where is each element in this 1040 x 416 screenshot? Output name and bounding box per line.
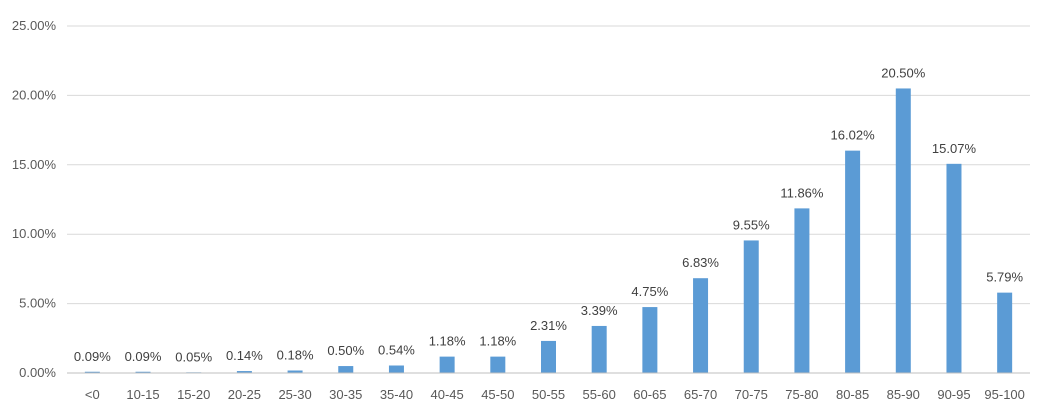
x-tick-label: 40-45 bbox=[431, 387, 464, 402]
bar bbox=[642, 307, 658, 373]
bar bbox=[84, 371, 100, 373]
x-tick-label: 35-40 bbox=[380, 387, 413, 402]
x-tick-label: 80-85 bbox=[836, 387, 869, 402]
bar bbox=[135, 371, 151, 373]
gridlines bbox=[67, 25, 1030, 305]
bar bbox=[338, 366, 354, 373]
y-tick-label: 0.00% bbox=[19, 365, 56, 380]
y-tick-label: 20.00% bbox=[12, 87, 57, 102]
y-tick-label: 15.00% bbox=[12, 157, 57, 172]
data-label: 0.09% bbox=[125, 349, 162, 364]
bar bbox=[591, 325, 607, 373]
data-labels: 0.09% 0.09% 0.05% 0.14% 0.18% 0.50% 0.54% 1.18%… bbox=[74, 65, 1024, 364]
y-tick-label: 25.00% bbox=[12, 18, 57, 33]
x-tick-label: <0 bbox=[85, 387, 100, 402]
x-tick-label: 70-75 bbox=[735, 387, 768, 402]
y-tick-label: 5.00% bbox=[19, 296, 56, 311]
x-tick-label: 10-15 bbox=[126, 387, 159, 402]
data-label: 20.50% bbox=[881, 65, 926, 80]
bar bbox=[541, 340, 556, 373]
x-tick-label: 55-60 bbox=[583, 387, 616, 402]
x-tick-label: 20-25 bbox=[228, 387, 261, 402]
data-label: 6.83% bbox=[682, 255, 719, 270]
bar bbox=[997, 292, 1013, 373]
x-tick-label: 25-30 bbox=[278, 387, 311, 402]
bar bbox=[388, 365, 404, 373]
x-tick-label: 65-70 bbox=[684, 387, 717, 402]
x-tick-label: 95-100 bbox=[984, 387, 1024, 402]
data-label: 11.86% bbox=[780, 185, 824, 200]
data-label: 15.07% bbox=[932, 141, 977, 156]
bar bbox=[743, 240, 759, 373]
x-tick-label: 60-65 bbox=[633, 387, 666, 402]
data-label: 0.50% bbox=[327, 343, 364, 358]
data-label: 0.18% bbox=[277, 348, 314, 363]
data-label: 1.18% bbox=[479, 334, 516, 349]
bar bbox=[439, 356, 455, 373]
y-axis-ticks: 0.00% 5.00% 10.00% 15.00% 20.00% 25.00% bbox=[12, 18, 57, 380]
data-label: 0.05% bbox=[175, 349, 212, 364]
data-label: 2.31% bbox=[530, 318, 567, 333]
data-label: 0.54% bbox=[378, 343, 415, 358]
x-tick-label: 90-95 bbox=[937, 387, 970, 402]
bar bbox=[693, 278, 709, 373]
data-label: 3.39% bbox=[581, 303, 618, 318]
x-tick-label: 85-90 bbox=[887, 387, 920, 402]
data-label: 4.75% bbox=[631, 284, 668, 299]
x-axis-ticks: <0 10-15 15-20 20-25 25-30 30-35 35-40 40-45 45-… bbox=[85, 387, 1025, 402]
bar bbox=[794, 208, 810, 373]
x-tick-label: 45-50 bbox=[481, 387, 514, 402]
bar bbox=[845, 150, 861, 373]
x-tick-label: 75-80 bbox=[785, 387, 818, 402]
x-tick-label: 30-35 bbox=[329, 387, 362, 402]
bars bbox=[84, 88, 1013, 374]
data-label: 0.14% bbox=[226, 348, 263, 363]
data-label: 1.18% bbox=[429, 334, 466, 349]
x-tick-label: 50-55 bbox=[532, 387, 565, 402]
x-tick-label: 15-20 bbox=[177, 387, 210, 402]
bar bbox=[236, 371, 252, 373]
y-tick-label: 10.00% bbox=[12, 226, 57, 241]
bar bbox=[287, 370, 303, 373]
data-label: 16.02% bbox=[831, 128, 876, 143]
bar bbox=[946, 163, 962, 373]
data-label: 9.55% bbox=[733, 217, 770, 232]
bar bbox=[490, 356, 506, 373]
data-label: 5.79% bbox=[986, 270, 1023, 285]
data-label: 0.09% bbox=[74, 349, 111, 364]
bar bbox=[895, 88, 911, 374]
